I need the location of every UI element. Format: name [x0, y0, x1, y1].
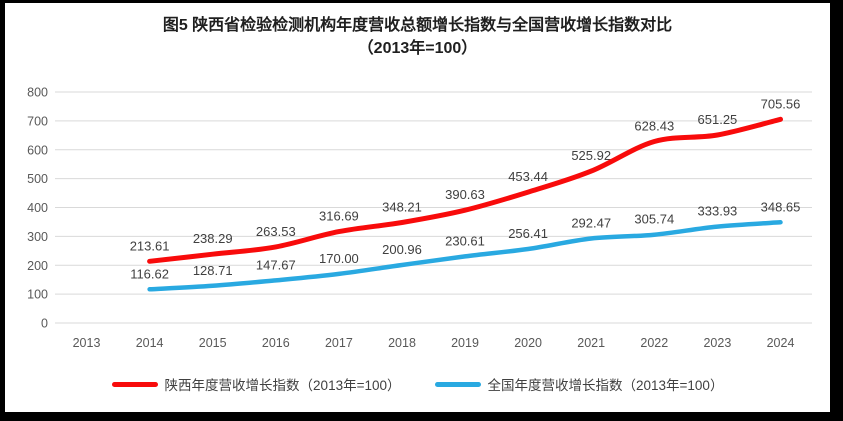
data-label-series2: 147.67: [256, 257, 296, 272]
y-axis-tick-label: 800: [27, 86, 48, 100]
x-axis-tick-label: 2014: [136, 336, 164, 350]
data-label-series1: 348.21: [382, 200, 422, 215]
data-label-series2: 348.65: [761, 199, 801, 214]
data-label-series2: 170.00: [319, 251, 359, 266]
x-axis-tick-label: 2021: [577, 336, 605, 350]
chart-legend: 陕西年度营收增长指数（2013年=100） 全国年度营收增长指数（2013年=10…: [5, 374, 830, 394]
data-label-series2: 116.62: [130, 266, 169, 281]
data-label-series1: 316.69: [319, 209, 359, 224]
x-axis-tick-label: 2019: [451, 336, 479, 350]
data-label-series2: 200.96: [382, 242, 422, 257]
y-axis-tick-label: 600: [27, 143, 48, 157]
chart-title: 图5 陕西省检验检测机构年度营收总额增长指数与全国营收增长指数对比 （2013年…: [5, 14, 830, 60]
legend-label: 陕西年度营收增长指数（2013年=100）: [164, 378, 401, 393]
data-label-series2: 305.74: [634, 212, 674, 227]
x-axis-tick-label: 2013: [73, 336, 101, 350]
chart-canvas: 图5 陕西省检验检测机构年度营收总额增长指数与全国营收增长指数对比 （2013年…: [5, 3, 830, 412]
legend-line-swatch: [434, 381, 481, 387]
y-axis-tick-label: 700: [27, 114, 48, 128]
x-axis-tick-label: 2018: [388, 336, 416, 350]
data-label-series1: 238.29: [193, 231, 233, 246]
data-label-series1: 705.56: [761, 96, 801, 111]
y-axis-tick-label: 400: [27, 201, 48, 215]
x-axis-tick-label: 2020: [514, 336, 542, 350]
y-axis-tick-label: 0: [41, 317, 48, 331]
legend-line-swatch: [111, 381, 158, 387]
data-label-series2: 128.71: [193, 263, 233, 278]
data-label-series1: 263.53: [256, 224, 296, 239]
data-label-series2: 292.47: [571, 216, 611, 231]
legend-label: 全国年度营收增长指数（2013年=100）: [487, 378, 724, 393]
y-axis-tick-label: 200: [27, 259, 48, 273]
chart-title-line1: 图5 陕西省检验检测机构年度营收总额增长指数与全国营收增长指数对比: [162, 17, 673, 34]
data-label-series1: 390.63: [445, 187, 485, 202]
data-label-series1: 525.92: [571, 148, 611, 163]
y-axis-tick-label: 300: [27, 230, 48, 244]
data-label-series2: 256.41: [508, 226, 548, 241]
x-axis-tick-label: 2022: [640, 336, 668, 350]
legend-item-2: 全国年度营收增长指数（2013年=100）: [434, 374, 724, 394]
x-axis-tick-label: 2024: [767, 336, 795, 350]
legend-item-1: 陕西年度营收增长指数（2013年=100）: [111, 374, 401, 394]
data-label-series2: 230.61: [445, 233, 485, 248]
x-axis-tick-label: 2023: [703, 336, 731, 350]
x-axis-tick-label: 2017: [325, 336, 353, 350]
data-label-series2: 333.93: [698, 204, 738, 219]
data-label-series1: 628.43: [634, 119, 674, 134]
y-axis-tick-label: 500: [27, 172, 48, 186]
data-label-series1: 213.61: [130, 238, 170, 253]
x-axis-tick-label: 2016: [262, 336, 290, 350]
x-axis-tick-label: 2015: [199, 336, 227, 350]
data-label-series1: 651.25: [698, 112, 738, 127]
chart-title-line2: （2013年=100）: [357, 40, 478, 57]
series-line-2: [147, 220, 783, 292]
series-line-1: [147, 116, 783, 264]
y-axis-tick-label: 100: [27, 288, 48, 302]
plot-area: 0 100 200 300 400 500 600 700 800 2013 2014 2015 201…: [27, 86, 812, 350]
data-label-series1: 453.44: [508, 169, 548, 184]
